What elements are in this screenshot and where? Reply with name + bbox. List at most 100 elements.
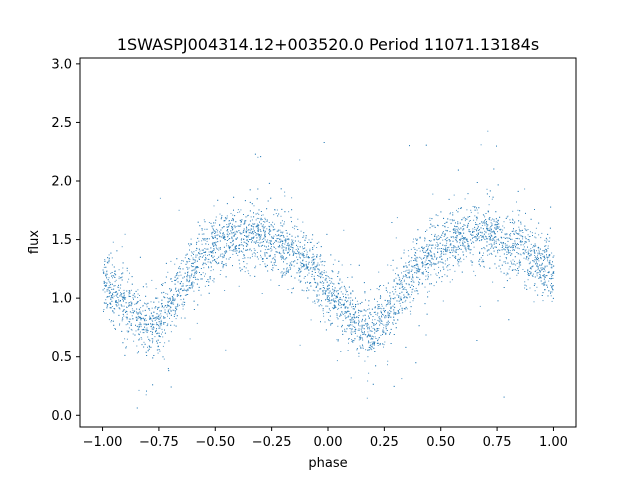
data-point — [385, 305, 387, 307]
data-point — [399, 298, 401, 300]
data-point — [388, 317, 389, 319]
data-point — [213, 246, 214, 247]
data-point — [258, 209, 260, 211]
data-point — [547, 245, 549, 247]
data-point — [509, 234, 511, 236]
data-point — [393, 298, 395, 300]
data-point — [201, 256, 203, 258]
data-point — [470, 211, 472, 213]
data-point — [239, 244, 241, 246]
data-point — [187, 261, 189, 263]
data-point — [523, 257, 525, 259]
data-point — [321, 264, 323, 266]
data-point — [215, 219, 217, 221]
data-point — [297, 240, 299, 242]
data-point — [497, 228, 499, 229]
data-point — [122, 300, 124, 302]
data-point — [164, 305, 166, 307]
data-point — [145, 324, 147, 326]
data-point — [310, 319, 312, 321]
data-point — [455, 256, 457, 258]
data-point — [545, 251, 547, 253]
data-point — [303, 235, 305, 237]
data-point — [467, 222, 469, 224]
data-point — [176, 278, 178, 280]
data-point — [328, 319, 329, 321]
data-point — [413, 238, 414, 240]
data-point — [503, 236, 505, 238]
data-point — [511, 269, 513, 271]
data-point — [514, 221, 516, 223]
data-point — [363, 310, 365, 311]
data-point — [192, 269, 194, 271]
data-point — [520, 221, 522, 223]
data-point — [228, 223, 230, 225]
data-point — [536, 256, 538, 258]
data-point — [515, 264, 517, 266]
data-point — [258, 228, 260, 230]
data-point — [422, 264, 424, 266]
data-point — [205, 258, 207, 260]
data-point — [161, 292, 163, 294]
data-point — [257, 227, 259, 229]
data-point — [535, 245, 537, 247]
data-point — [313, 263, 315, 265]
data-point — [490, 247, 492, 249]
data-point — [415, 255, 416, 257]
data-point — [326, 311, 328, 313]
data-point — [538, 246, 539, 248]
data-point — [218, 249, 220, 251]
data-point — [267, 200, 269, 202]
data-point — [139, 310, 141, 312]
data-point — [350, 293, 352, 295]
data-point — [372, 327, 374, 329]
data-point — [289, 253, 291, 255]
data-point — [529, 271, 531, 272]
data-point — [358, 324, 359, 326]
data-point — [180, 274, 182, 276]
data-point — [517, 253, 519, 255]
data-point — [494, 246, 496, 248]
data-point — [152, 323, 153, 325]
data-point — [174, 299, 176, 301]
data-point — [345, 311, 347, 313]
data-point — [322, 308, 324, 310]
data-point — [235, 245, 237, 247]
data-point — [332, 271, 334, 273]
data-point — [137, 327, 139, 329]
data-point — [390, 328, 392, 330]
data-point — [291, 239, 293, 241]
data-point — [187, 268, 189, 270]
data-point — [203, 262, 205, 264]
data-point — [323, 289, 325, 291]
data-point — [278, 234, 280, 235]
data-point — [284, 274, 286, 276]
data-point — [136, 302, 138, 304]
data-point — [251, 253, 253, 255]
data-point — [178, 288, 180, 290]
data-point — [536, 250, 537, 252]
data-point — [123, 293, 125, 294]
data-point — [271, 236, 273, 238]
data-point — [221, 256, 223, 257]
data-point — [215, 228, 217, 230]
data-point — [249, 223, 251, 225]
data-point — [417, 290, 419, 292]
data-point — [211, 255, 213, 257]
data-point — [473, 270, 475, 272]
data-point — [389, 312, 391, 314]
data-point — [509, 252, 511, 254]
data-point — [296, 262, 298, 264]
data-point — [525, 285, 527, 287]
data-point — [245, 249, 247, 251]
data-point — [158, 335, 160, 337]
data-point — [235, 248, 237, 250]
data-point — [223, 256, 225, 258]
data-point — [106, 305, 108, 307]
data-point — [461, 219, 463, 221]
data-point — [342, 314, 344, 315]
data-point — [406, 289, 407, 291]
data-point — [299, 275, 301, 277]
data-point — [308, 261, 310, 263]
data-point — [307, 242, 309, 243]
